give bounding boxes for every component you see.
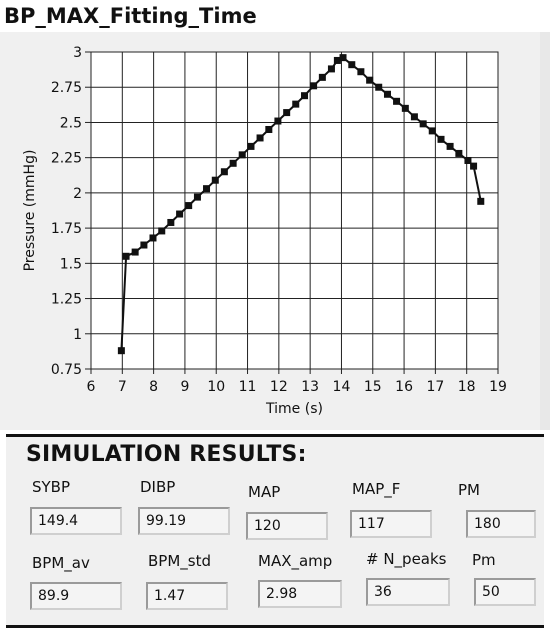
y-tick-label: 2.75	[51, 80, 82, 96]
x-tick-label: 16	[395, 379, 413, 395]
x-axis-ticks: 6 7 8 9 10 11 12 13 14 15 16 17 18 19	[87, 369, 507, 395]
field-label-sybp: SYBP	[32, 478, 71, 496]
field-label-n-peaks: # N_peaks	[366, 550, 447, 568]
data-point	[375, 83, 383, 91]
y-tick-label: 1.5	[60, 256, 82, 272]
x-tick-label: 18	[458, 379, 476, 395]
data-point	[464, 156, 472, 164]
x-tick-label: 10	[207, 379, 225, 395]
x-tick-label: 9	[180, 379, 189, 395]
field-bpm-std[interactable]: 1.47	[146, 582, 228, 610]
data-point	[410, 113, 418, 121]
data-point	[229, 159, 237, 167]
data-point	[477, 197, 485, 205]
data-point	[446, 142, 454, 150]
data-point	[283, 109, 291, 117]
y-tick-label: 1	[73, 327, 82, 343]
data-point	[437, 135, 445, 143]
field-n-peaks[interactable]: 36	[366, 578, 450, 606]
data-point	[185, 202, 193, 210]
field-sybp[interactable]: 149.4	[30, 507, 122, 535]
series-markers	[117, 54, 485, 355]
y-tick-label: 2.5	[60, 115, 82, 131]
results-title: SIMULATION RESULTS:	[26, 442, 307, 467]
field-dibp[interactable]: 99.19	[138, 507, 230, 535]
field-label-pm-lower: Pm	[472, 551, 496, 569]
data-point	[274, 117, 282, 125]
data-point	[428, 127, 436, 135]
field-map[interactable]: 120	[246, 512, 328, 540]
y-tick-label: 0.75	[51, 362, 82, 378]
data-point	[383, 90, 391, 98]
y-tick-label: 1.25	[51, 292, 82, 308]
field-label-pm-upper: PM	[458, 481, 480, 499]
data-point	[247, 142, 255, 150]
field-label-map-f: MAP_F	[352, 480, 401, 498]
y-axis-ticks: 0.75 1 1.25 1.5 1.75 2 2.25 2.5 2.75 3	[51, 45, 91, 378]
plot-area	[90, 51, 499, 370]
y-tick-label: 3	[73, 45, 82, 61]
x-tick-label: 7	[118, 379, 127, 395]
data-point	[292, 100, 300, 108]
data-point	[333, 56, 341, 64]
data-point	[327, 65, 335, 73]
data-point	[149, 234, 157, 242]
data-point	[158, 227, 166, 235]
y-axis-label: Pressure (mmHg)	[22, 150, 38, 272]
data-point	[203, 185, 211, 193]
y-tick-label: 2	[73, 186, 82, 202]
data-point	[401, 104, 409, 112]
data-point	[310, 82, 318, 90]
data-point	[176, 210, 184, 218]
data-point	[238, 151, 246, 159]
x-tick-label: 12	[270, 379, 288, 395]
data-point	[211, 176, 219, 184]
field-map-f[interactable]: 117	[350, 510, 432, 538]
data-point	[220, 168, 228, 176]
data-point	[339, 54, 347, 62]
field-label-bpm-av: BPM_av	[32, 554, 90, 572]
x-tick-label: 14	[333, 379, 351, 395]
graph-title: BP_MAX_Fitting_Time	[4, 4, 257, 28]
field-label-dibp: DIBP	[140, 478, 176, 496]
field-bpm-av[interactable]: 89.9	[30, 582, 122, 610]
x-tick-label: 11	[239, 379, 257, 395]
data-point	[455, 149, 463, 157]
chart-grid	[91, 52, 498, 369]
x-tick-label: 17	[426, 379, 444, 395]
data-point	[419, 120, 427, 128]
x-tick-label: 15	[364, 379, 382, 395]
data-point	[122, 252, 130, 260]
field-label-map: MAP	[248, 483, 281, 501]
data-point	[318, 73, 326, 81]
data-point	[140, 241, 148, 249]
data-point	[117, 347, 125, 355]
field-max-amp[interactable]: 2.98	[258, 580, 342, 608]
field-label-max-amp: MAX_amp	[258, 552, 333, 570]
data-point	[393, 97, 401, 105]
data-point	[256, 134, 264, 142]
data-point	[357, 68, 365, 76]
data-point	[265, 125, 273, 133]
data-point	[301, 92, 309, 100]
field-pm-upper[interactable]: 180	[466, 510, 536, 538]
data-point	[366, 76, 374, 84]
x-tick-label: 6	[87, 379, 96, 395]
data-point	[167, 218, 175, 226]
data-point	[470, 162, 478, 170]
field-label-bpm-std: BPM_std	[148, 552, 211, 570]
x-tick-label: 8	[149, 379, 158, 395]
data-point	[348, 61, 356, 69]
x-tick-label: 19	[489, 379, 507, 395]
data-point	[193, 193, 201, 201]
y-tick-label: 1.75	[51, 221, 82, 237]
pressure-time-chart: 6 7 8 9 10 11 12 13 14 15 16 17 18 19 0.75 1 1.25 1.5 1.7…	[22, 45, 507, 417]
field-pm-lower[interactable]: 50	[474, 578, 536, 606]
y-tick-label: 2.25	[51, 151, 82, 167]
x-axis-label: Time (s)	[265, 401, 323, 417]
graph-scrollbar[interactable]	[540, 32, 550, 430]
x-tick-label: 13	[301, 379, 319, 395]
data-point	[131, 248, 139, 256]
